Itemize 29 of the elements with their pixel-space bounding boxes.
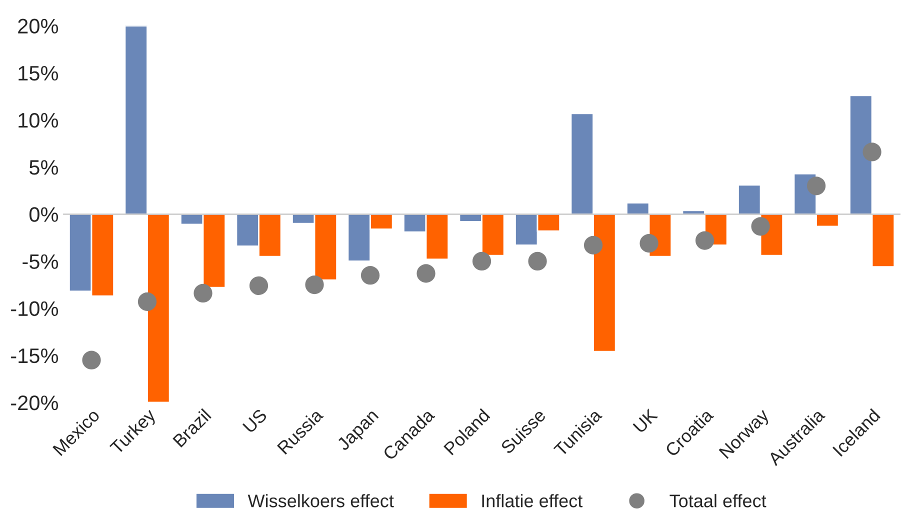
y-tick-label: -5% xyxy=(22,254,58,269)
point xyxy=(806,176,826,196)
y-tick-label: 5% xyxy=(29,160,58,175)
y-tick-label: -15% xyxy=(11,348,58,364)
point xyxy=(138,292,157,312)
y-tick-label: 10% xyxy=(18,112,58,128)
y-tick-label: 15% xyxy=(18,66,58,81)
point xyxy=(695,231,714,250)
point xyxy=(360,266,380,285)
point xyxy=(82,350,101,370)
point xyxy=(194,284,212,303)
point xyxy=(472,252,492,271)
point xyxy=(751,217,770,236)
point xyxy=(862,142,882,162)
legend-label: Wisselkoers effect xyxy=(248,494,394,508)
point xyxy=(528,252,547,271)
y-tick-label: -10% xyxy=(11,301,58,316)
y-tick-label: -20% xyxy=(11,395,58,410)
point xyxy=(584,236,603,255)
point xyxy=(416,264,436,283)
legend-label: Inflatie effect xyxy=(482,494,583,508)
y-tick-label: 20% xyxy=(18,18,58,34)
point xyxy=(305,275,324,294)
x-tick-label: US xyxy=(242,408,268,434)
y-tick-label: 0% xyxy=(29,207,58,222)
point xyxy=(249,276,268,296)
x-tick-label: UK xyxy=(632,408,658,434)
point xyxy=(640,234,658,253)
legend-label: Totaal effect xyxy=(670,494,766,508)
